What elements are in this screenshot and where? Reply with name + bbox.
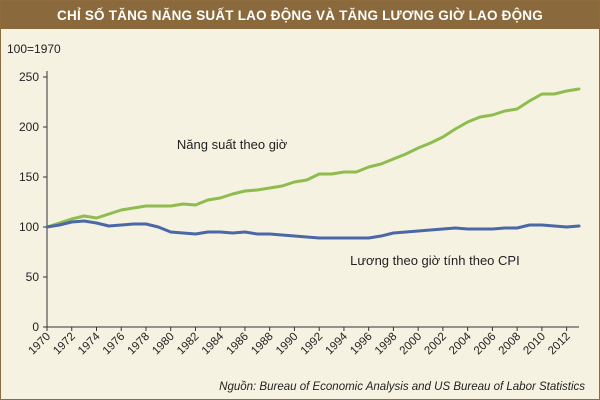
line-chart: 0501001502002501970197219741976197819801…	[19, 70, 581, 358]
x-tick-label: 2008	[497, 331, 524, 358]
x-tick-label: 1992	[299, 331, 326, 358]
x-tick-label: 1988	[249, 331, 276, 358]
x-tick-label: 1972	[51, 331, 78, 358]
x-tick-label: 1994	[323, 330, 350, 357]
productivity-line	[45, 87, 581, 229]
x-tick-label: 1974	[76, 330, 103, 357]
x-tick-label: 1982	[175, 331, 202, 358]
y-tick-label: 150	[19, 170, 39, 184]
x-tick-label: 1978	[126, 331, 153, 358]
x-tick-label: 1984	[200, 330, 227, 357]
x-tick-label: 2000	[398, 331, 425, 358]
productivity-label: Năng suất theo giờ	[177, 137, 288, 152]
x-tick-label: 1990	[274, 331, 301, 358]
wage-label: Lương theo giờ tính theo CPI	[350, 253, 520, 268]
y-tick-label: 50	[26, 270, 40, 284]
y-tick-label: 200	[19, 120, 39, 134]
y-unit-label: 100=1970	[7, 42, 61, 56]
title-bar: CHỈ SỐ TĂNG NĂNG SUẤT LAO ĐỘNG VÀ TĂNG L…	[1, 1, 599, 29]
x-tick-label: 1980	[150, 331, 177, 358]
wage-line	[45, 219, 581, 240]
x-tick-label: 2012	[546, 331, 573, 358]
y-tick-label: 0	[32, 320, 39, 334]
source-note: Nguồn: Bureau of Economic Analysis and U…	[219, 381, 585, 393]
x-tick-label: 2002	[422, 331, 449, 358]
y-tick-label: 250	[19, 70, 39, 84]
x-tick-label: 2006	[472, 331, 499, 358]
y-tick-label: 100	[19, 220, 39, 234]
chart-panel: 100=1970 0 50 100 150 200 250 1970 1972 1974 1976…	[1, 29, 599, 399]
chart-title: CHỈ SỐ TĂNG NĂNG SUẤT LAO ĐỘNG VÀ TĂNG L…	[57, 7, 543, 23]
x-tick-label: 1998	[373, 331, 400, 358]
x-tick-label: 1996	[348, 331, 375, 358]
x-tick-label: 1976	[101, 331, 128, 358]
x-tick-label: 1970	[27, 331, 54, 358]
x-tick-label: 2004	[447, 330, 474, 357]
x-tick-label: 2010	[521, 331, 548, 358]
x-tick-label: 1986	[224, 331, 251, 358]
